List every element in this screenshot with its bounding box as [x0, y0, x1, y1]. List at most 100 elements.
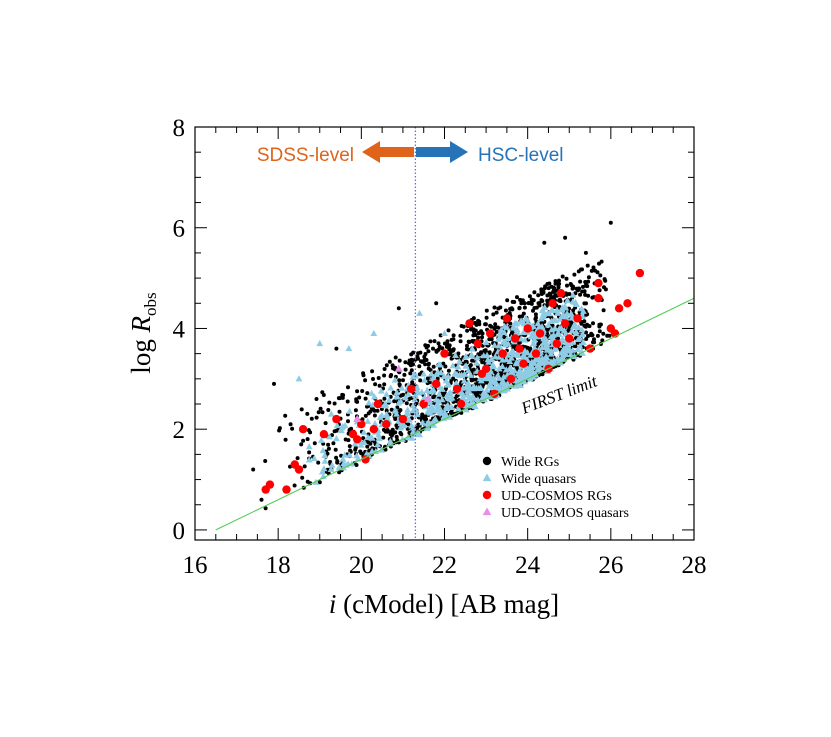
wide-rgs-point — [570, 286, 575, 291]
wide-quasars-point — [393, 393, 400, 400]
y-tick-label: 8 — [173, 115, 186, 142]
wide-quasars-point — [520, 351, 528, 358]
wide-rgs-point — [326, 446, 331, 451]
wide-quasars-point — [500, 338, 507, 345]
wide-quasars-point — [507, 349, 515, 356]
wide-rgs-point — [483, 322, 488, 327]
wide-quasars-point — [428, 403, 436, 410]
x-tick-label: 20 — [349, 552, 374, 579]
wide-rgs-point — [472, 329, 476, 334]
legend-marker — [482, 490, 492, 500]
wide-rgs-point — [476, 318, 481, 323]
wide-rgs-point — [398, 408, 403, 413]
wide-quasars-point — [345, 345, 353, 352]
wide-rgs-point — [403, 367, 408, 372]
wide-quasars-point — [409, 373, 417, 380]
wide-quasars-point — [554, 309, 561, 316]
wide-rgs-point — [565, 283, 569, 288]
wide-quasars-point — [540, 335, 548, 342]
ud-cosmos-rgs-point — [552, 339, 561, 348]
wide-quasars-point — [544, 345, 552, 353]
wide-quasars-point — [413, 383, 421, 391]
wide-rgs-point — [440, 346, 445, 351]
wide-rgs-point — [600, 338, 605, 343]
ud-cosmos-rgs-point — [298, 425, 308, 434]
wide-quasars-point — [497, 326, 505, 333]
wide-rgs-point — [423, 414, 428, 419]
wide-quasars-point — [310, 454, 318, 461]
wide-rgs-point — [323, 421, 328, 426]
wide-rgs-point — [299, 407, 304, 412]
wide-quasars-point — [339, 422, 347, 429]
wide-quasars-point — [430, 407, 438, 414]
wide-quasars-point — [333, 435, 340, 442]
wide-rgs-point — [373, 382, 378, 387]
wide-rgs-point — [583, 250, 588, 255]
wide-quasars-point — [561, 349, 569, 357]
wide-quasars-point — [496, 330, 504, 337]
wide-quasars-point — [473, 354, 481, 361]
wide-rgs-point — [564, 276, 569, 281]
ud-cosmos-rgs-point — [498, 349, 507, 358]
wide-quasars-point — [387, 384, 395, 391]
wide-quasars-point — [398, 384, 406, 391]
wide-quasars-point — [440, 372, 448, 379]
wide-rgs-point — [432, 339, 437, 344]
wide-rgs-point — [363, 396, 368, 401]
ud-cosmos-rgs-point — [573, 314, 582, 323]
wide-rgs-point — [406, 422, 411, 427]
wide-rgs-point — [494, 310, 499, 315]
wide-quasars-point — [367, 433, 375, 440]
wide-quasars-point — [421, 376, 429, 383]
wide-rgs-point — [372, 413, 377, 418]
wide-rgs-point — [503, 308, 508, 313]
wide-quasars-point — [456, 388, 464, 395]
wide-rgs-point — [458, 333, 463, 338]
wide-quasars-point — [504, 351, 512, 358]
wide-rgs-point — [397, 358, 402, 363]
ud-cosmos-rgs-point — [452, 384, 462, 394]
wide-rgs-point — [595, 270, 600, 275]
wide-quasars-point — [529, 340, 537, 347]
wide-rgs-point — [417, 372, 422, 377]
wide-rgs-point — [493, 322, 498, 327]
wide-rgs-point — [540, 299, 545, 303]
wide-quasars-point — [545, 310, 553, 317]
wide-rgs-point — [424, 417, 429, 422]
wide-rgs-point — [571, 308, 576, 313]
wide-rgs-point — [334, 346, 339, 351]
wide-quasars-point — [429, 375, 437, 382]
wide-rgs-point — [540, 372, 545, 377]
wide-quasars-point — [453, 370, 461, 377]
wide-rgs-point — [525, 345, 530, 350]
wide-rgs-point — [295, 456, 300, 461]
wide-rgs-point — [608, 220, 613, 225]
wide-quasars-point — [501, 322, 508, 329]
wide-rgs-point — [418, 378, 423, 383]
wide-rgs-point — [563, 235, 568, 240]
wide-rgs-point — [471, 333, 476, 338]
y-tick-label: 2 — [173, 417, 186, 444]
wide-rgs-point — [409, 359, 414, 364]
wide-rgs-point — [371, 377, 375, 381]
wide-quasars-point — [333, 421, 341, 429]
wide-rgs-point — [443, 364, 448, 369]
wide-quasars-point — [579, 307, 587, 314]
ud-cosmos-rgs-point — [594, 294, 603, 303]
wide-rgs-point — [292, 483, 297, 488]
wide-quasars-point — [368, 447, 376, 454]
y-tick-label: 4 — [173, 316, 186, 343]
wide-rgs-point — [428, 339, 433, 344]
wide-rgs-point — [314, 397, 319, 401]
wide-rgs-point — [403, 360, 408, 365]
wide-rgs-point — [581, 284, 585, 289]
wide-quasars-point — [538, 343, 546, 350]
wide-rgs-point — [583, 324, 588, 329]
wide-quasars-point — [459, 393, 467, 400]
wide-rgs-point — [381, 435, 386, 440]
wide-quasars-point — [495, 335, 502, 342]
wide-quasars-point — [567, 310, 575, 317]
wide-rgs-point — [365, 391, 370, 396]
wide-rgs-point — [326, 471, 331, 476]
